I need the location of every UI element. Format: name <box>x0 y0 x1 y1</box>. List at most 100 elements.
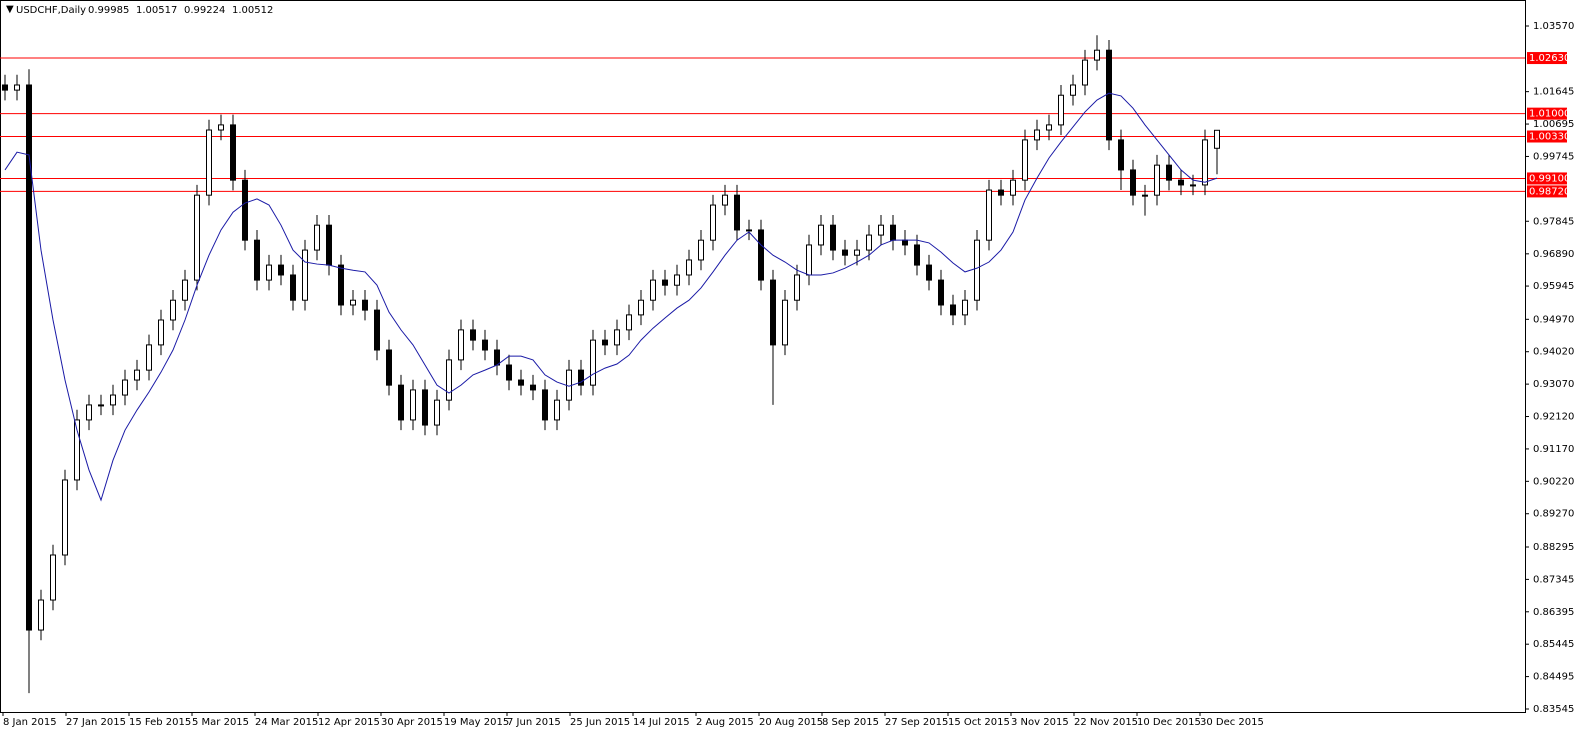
x-tick-label: 8 Jan 2015 <box>3 717 57 728</box>
candle-body <box>1106 49 1112 141</box>
level-label-box <box>1527 52 1567 65</box>
candle-body <box>482 339 488 351</box>
x-tick-label: 15 Feb 2015 <box>129 717 191 728</box>
level-label-box <box>1527 107 1567 120</box>
y-tick-label: 0.90220 <box>1533 476 1574 487</box>
candle-body <box>962 299 968 316</box>
y-tick-label: 0.88295 <box>1533 542 1574 553</box>
candle-body <box>338 264 344 306</box>
candle-body <box>1070 84 1076 96</box>
level-label-box <box>1527 185 1567 198</box>
x-tick-label: 27 Sep 2015 <box>885 717 948 728</box>
candle-body <box>890 224 896 241</box>
candle-body <box>1118 139 1124 171</box>
candle-body <box>1034 129 1040 141</box>
candle-body <box>350 299 356 306</box>
candle-body <box>542 389 548 421</box>
y-tick-label: 1.03570 <box>1533 21 1574 32</box>
level-label: 1.01000 <box>1529 109 1570 120</box>
y-tick-label: 0.91170 <box>1533 444 1574 455</box>
candle-body <box>554 399 560 421</box>
candle-body <box>974 239 980 301</box>
y-tick-label: 0.93070 <box>1533 379 1574 390</box>
candle-body <box>302 249 308 301</box>
y-tick-label: 0.95945 <box>1533 281 1574 292</box>
candle-body <box>170 299 176 321</box>
y-tick-label: 0.83545 <box>1533 704 1574 715</box>
x-tick-label: 2 Aug 2015 <box>696 717 754 728</box>
x-tick-label: 24 Mar 2015 <box>255 717 318 728</box>
chart-title: USDCHF,Daily <box>16 5 86 16</box>
candle-body <box>686 259 692 276</box>
x-tick-label: 14 Jul 2015 <box>633 717 690 728</box>
header-arrow: ▼ <box>6 4 14 15</box>
candle-body <box>782 299 788 346</box>
candle-body <box>902 239 908 246</box>
level-label-box <box>1527 172 1567 185</box>
candle-body <box>146 344 152 371</box>
candle-body <box>746 229 752 232</box>
candle-body <box>1166 164 1172 181</box>
header-low: 0.99224 <box>184 5 225 16</box>
candle-body <box>806 244 812 276</box>
x-tick-label: 20 Aug 2015 <box>759 717 823 728</box>
level-label: 0.99100 <box>1529 173 1570 184</box>
y-tick-label: 0.92120 <box>1533 412 1574 423</box>
candle-body <box>1094 49 1100 61</box>
x-tick-label: 15 Oct 2015 <box>948 717 1010 728</box>
candle-body <box>26 84 32 631</box>
candle-body <box>290 274 296 301</box>
candle-body <box>1058 94 1064 126</box>
candle-body <box>638 299 644 316</box>
candle-body <box>362 299 368 311</box>
candle-body <box>422 389 428 426</box>
candle-body <box>374 309 380 351</box>
candle-body <box>878 224 884 236</box>
candle-body <box>206 129 212 196</box>
header-close: 1.00512 <box>232 5 273 16</box>
candle-body <box>14 84 20 91</box>
candle-body <box>722 194 728 206</box>
candle-body <box>854 249 860 256</box>
candle-body <box>914 244 920 266</box>
candle-body <box>182 279 188 301</box>
candle-body <box>110 394 116 406</box>
candle-body <box>710 204 716 241</box>
candle-body <box>794 274 800 301</box>
candle-body <box>530 384 536 391</box>
candle-body <box>650 279 656 301</box>
candle-body <box>158 319 164 346</box>
candle-body <box>1046 124 1052 131</box>
candle-body <box>254 239 260 281</box>
candle-body <box>398 384 404 421</box>
level-label: 1.02630 <box>1529 53 1570 64</box>
candle-body <box>1202 139 1208 186</box>
candle-body <box>242 179 248 241</box>
candle-body <box>1190 184 1196 187</box>
plot-frame <box>0 0 1526 713</box>
y-tick-label: 0.86395 <box>1533 607 1574 618</box>
x-tick-label: 8 Sep 2015 <box>822 717 879 728</box>
candle-body <box>314 224 320 251</box>
x-tick-label: 5 Mar 2015 <box>192 717 249 728</box>
y-tick-label: 0.87345 <box>1533 574 1574 585</box>
candle-body <box>278 264 284 276</box>
candle-body <box>842 249 848 256</box>
candle-body <box>410 389 416 421</box>
candle-body <box>98 404 104 407</box>
candle-body <box>74 419 80 481</box>
y-tick-label: 0.84495 <box>1533 672 1574 683</box>
candle-body <box>494 349 500 366</box>
x-tick-label: 12 Apr 2015 <box>318 717 380 728</box>
candle-body <box>470 329 476 341</box>
candle-body <box>326 224 332 266</box>
candle-body <box>998 189 1004 196</box>
x-tick-label: 3 Nov 2015 <box>1011 717 1069 728</box>
candle-body <box>122 379 128 396</box>
candle-body <box>734 194 740 231</box>
candle-body <box>1214 129 1220 149</box>
x-tick-label: 25 Jun 2015 <box>570 717 630 728</box>
y-tick-label: 0.85445 <box>1533 639 1574 650</box>
y-tick-label: 0.97845 <box>1533 216 1574 227</box>
